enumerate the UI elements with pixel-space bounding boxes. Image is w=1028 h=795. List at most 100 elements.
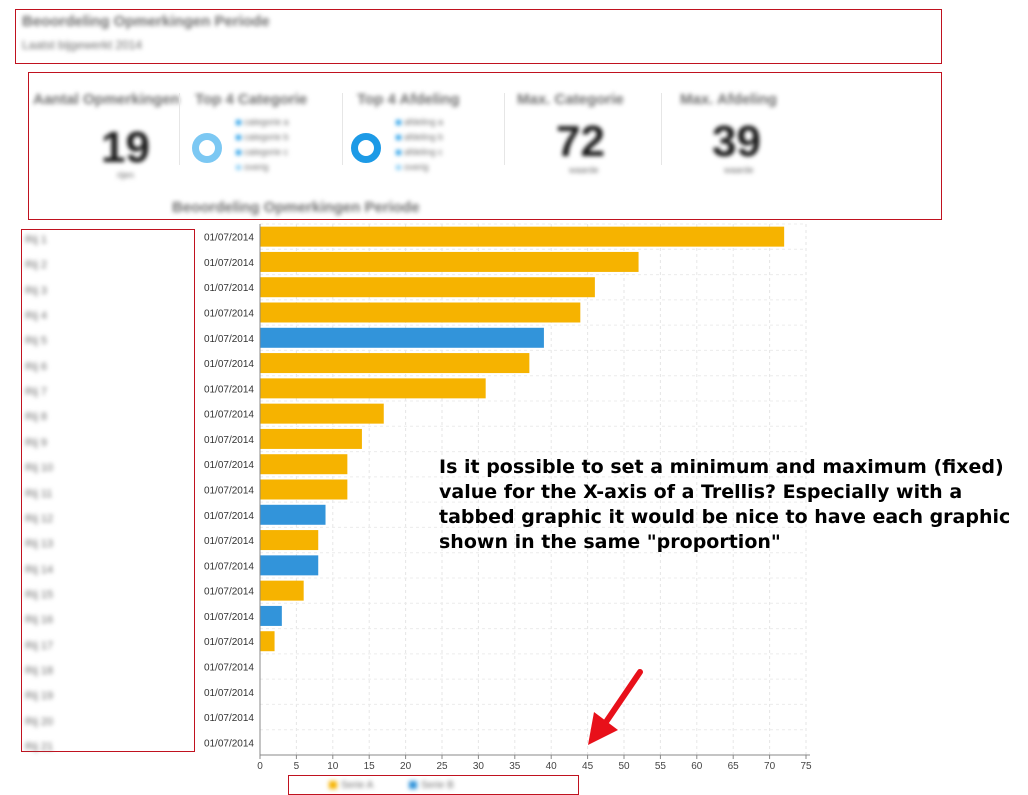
kpi-max-2-value: 39 [712, 117, 761, 166]
kpi-total-value: 19 [101, 123, 150, 172]
bar [260, 353, 530, 374]
bar [260, 378, 486, 399]
bar [260, 631, 275, 652]
x-tick-label: 70 [764, 761, 776, 772]
kpi-max-1-value: 72 [556, 117, 605, 166]
category-label: 01/07/2014 [204, 587, 254, 598]
category-label: 01/07/2014 [204, 688, 254, 699]
donut-1-legend: categorie a categorie b categorie c over… [236, 117, 346, 179]
category-label: 01/07/2014 [204, 561, 254, 572]
question-annotation: Is it possible to set a minimum and maxi… [439, 456, 1011, 553]
x-tick-label: 10 [327, 761, 339, 772]
bar [260, 555, 319, 576]
donut-2-legend-item: afdeling b [396, 132, 443, 142]
donut-2-legend-item: afdeling a [396, 117, 443, 127]
bar [260, 580, 304, 601]
category-label: 01/07/2014 [204, 359, 254, 370]
kpi-separator [504, 93, 505, 165]
row-name: Rij 9 [25, 436, 48, 449]
row-name: Rij 13 [25, 538, 54, 551]
category-label: 01/07/2014 [204, 283, 254, 294]
category-label: 01/07/2014 [204, 410, 254, 421]
donut-1-legend-item: categorie c [236, 147, 288, 157]
kpi-max-2: Max. Afdeling 39 waarde [674, 73, 824, 219]
row-name: Rij 21 [25, 741, 54, 753]
kpi-total-sub: rijen [117, 170, 135, 180]
category-label: 01/07/2014 [204, 738, 254, 749]
x-tick-label: 30 [473, 761, 485, 772]
x-tick-label: 55 [655, 761, 667, 772]
x-tick-label: 20 [400, 761, 412, 772]
row-name: Rij 3 [25, 284, 48, 297]
page-title: Beoordeling Opmerkingen Periode [22, 13, 270, 30]
category-label: 01/07/2014 [204, 511, 254, 522]
chart-title: Beoordeling Opmerkingen Periode [172, 199, 420, 216]
legend-item-2: Serie B [409, 780, 454, 791]
kpi-donut-1-label: Top 4 Categorie [195, 91, 308, 108]
category-label: 01/07/2014 [204, 486, 254, 497]
donut-1-legend-item: categorie b [236, 132, 289, 142]
donut-1-legend-item: categorie a [236, 117, 289, 127]
bar [260, 454, 348, 475]
bar [260, 403, 384, 424]
row-names-list: Rij 1 Rij 2 Rij 3 Rij 4 Rij 5 Rij 6 Rij 7 Rij 8… [22, 230, 194, 753]
x-tick-label: 50 [618, 761, 630, 772]
category-label: 01/07/2014 [204, 713, 254, 724]
kpi-total-label: Aantal Opmerkingen [33, 91, 180, 108]
bar [260, 277, 595, 298]
kpi-donut-1: Top 4 Categorie categorie a categorie b … [189, 73, 339, 219]
kpi-max-1: Max. Categorie 72 waarde [511, 73, 661, 219]
row-names-box: Rij 1 Rij 2 Rij 3 Rij 4 Rij 5 Rij 6 Rij 7 Rij 8… [21, 229, 195, 753]
donut-2-legend: afdeling a afdeling b afdeling c overig [396, 117, 506, 179]
row-name: Rij 15 [25, 588, 54, 601]
kpi-donut-2-label: Top 4 Afdeling [357, 91, 460, 108]
row-name: Rij 16 [25, 614, 54, 627]
bar [260, 302, 581, 323]
category-label: 01/07/2014 [204, 258, 254, 269]
row-name: Rij 10 [25, 462, 54, 475]
x-tick-label: 25 [436, 761, 448, 772]
category-label: 01/07/2014 [204, 460, 254, 471]
category-label: 01/07/2014 [204, 435, 254, 446]
donut-1-legend-item: overig [236, 162, 269, 172]
row-name: Rij 6 [25, 360, 48, 373]
x-tick-label: 0 [257, 761, 263, 772]
kpi-max-1-sub: waarde [569, 165, 599, 175]
legend-item-1: Serie A [329, 780, 373, 791]
kpi-max-2-label: Max. Afdeling [680, 91, 777, 108]
kpi-total: Aantal Opmerkingen 19 rijen [29, 73, 180, 219]
row-name: Rij 20 [25, 715, 54, 728]
donut-2-legend-item: overig [396, 162, 429, 172]
category-label: 01/07/2014 [204, 663, 254, 674]
row-name: Rij 7 [25, 386, 48, 399]
row-name: Rij 17 [25, 639, 54, 652]
kpi-max-2-sub: waarde [724, 165, 754, 175]
bar [260, 530, 319, 551]
x-tick-label: 5 [294, 761, 300, 772]
category-label: 01/07/2014 [204, 334, 254, 345]
category-label: 01/07/2014 [204, 637, 254, 648]
kpi-separator [661, 93, 662, 165]
donut-2-legend-item: afdeling c [396, 147, 443, 157]
kpi-donut-2: Top 4 Afdeling afdeling a afdeling b afd… [351, 73, 501, 219]
row-name: Rij 2 [25, 259, 48, 272]
category-label: 01/07/2014 [204, 536, 254, 547]
x-tick-label: 35 [509, 761, 521, 772]
row-name: Rij 5 [25, 335, 48, 348]
category-label: 01/07/2014 [204, 384, 254, 395]
x-tick-label: 40 [546, 761, 558, 772]
x-tick-label: 65 [728, 761, 740, 772]
kpi-separator [342, 93, 343, 165]
donut-chart-1 [192, 133, 222, 163]
bar [260, 504, 326, 525]
row-name: Rij 19 [25, 690, 54, 703]
kpi-max-1-label: Max. Categorie [517, 91, 624, 108]
header-box: Beoordeling Opmerkingen Periode Laatst b… [15, 9, 942, 64]
arrow-head-icon [588, 712, 618, 745]
arrow-icon [603, 669, 643, 725]
row-name: Rij 1 [25, 234, 48, 246]
chart-legend-box: Serie A Serie B [288, 775, 579, 795]
category-label: 01/07/2014 [204, 233, 254, 244]
row-name: Rij 18 [25, 664, 54, 677]
bar [260, 327, 544, 348]
